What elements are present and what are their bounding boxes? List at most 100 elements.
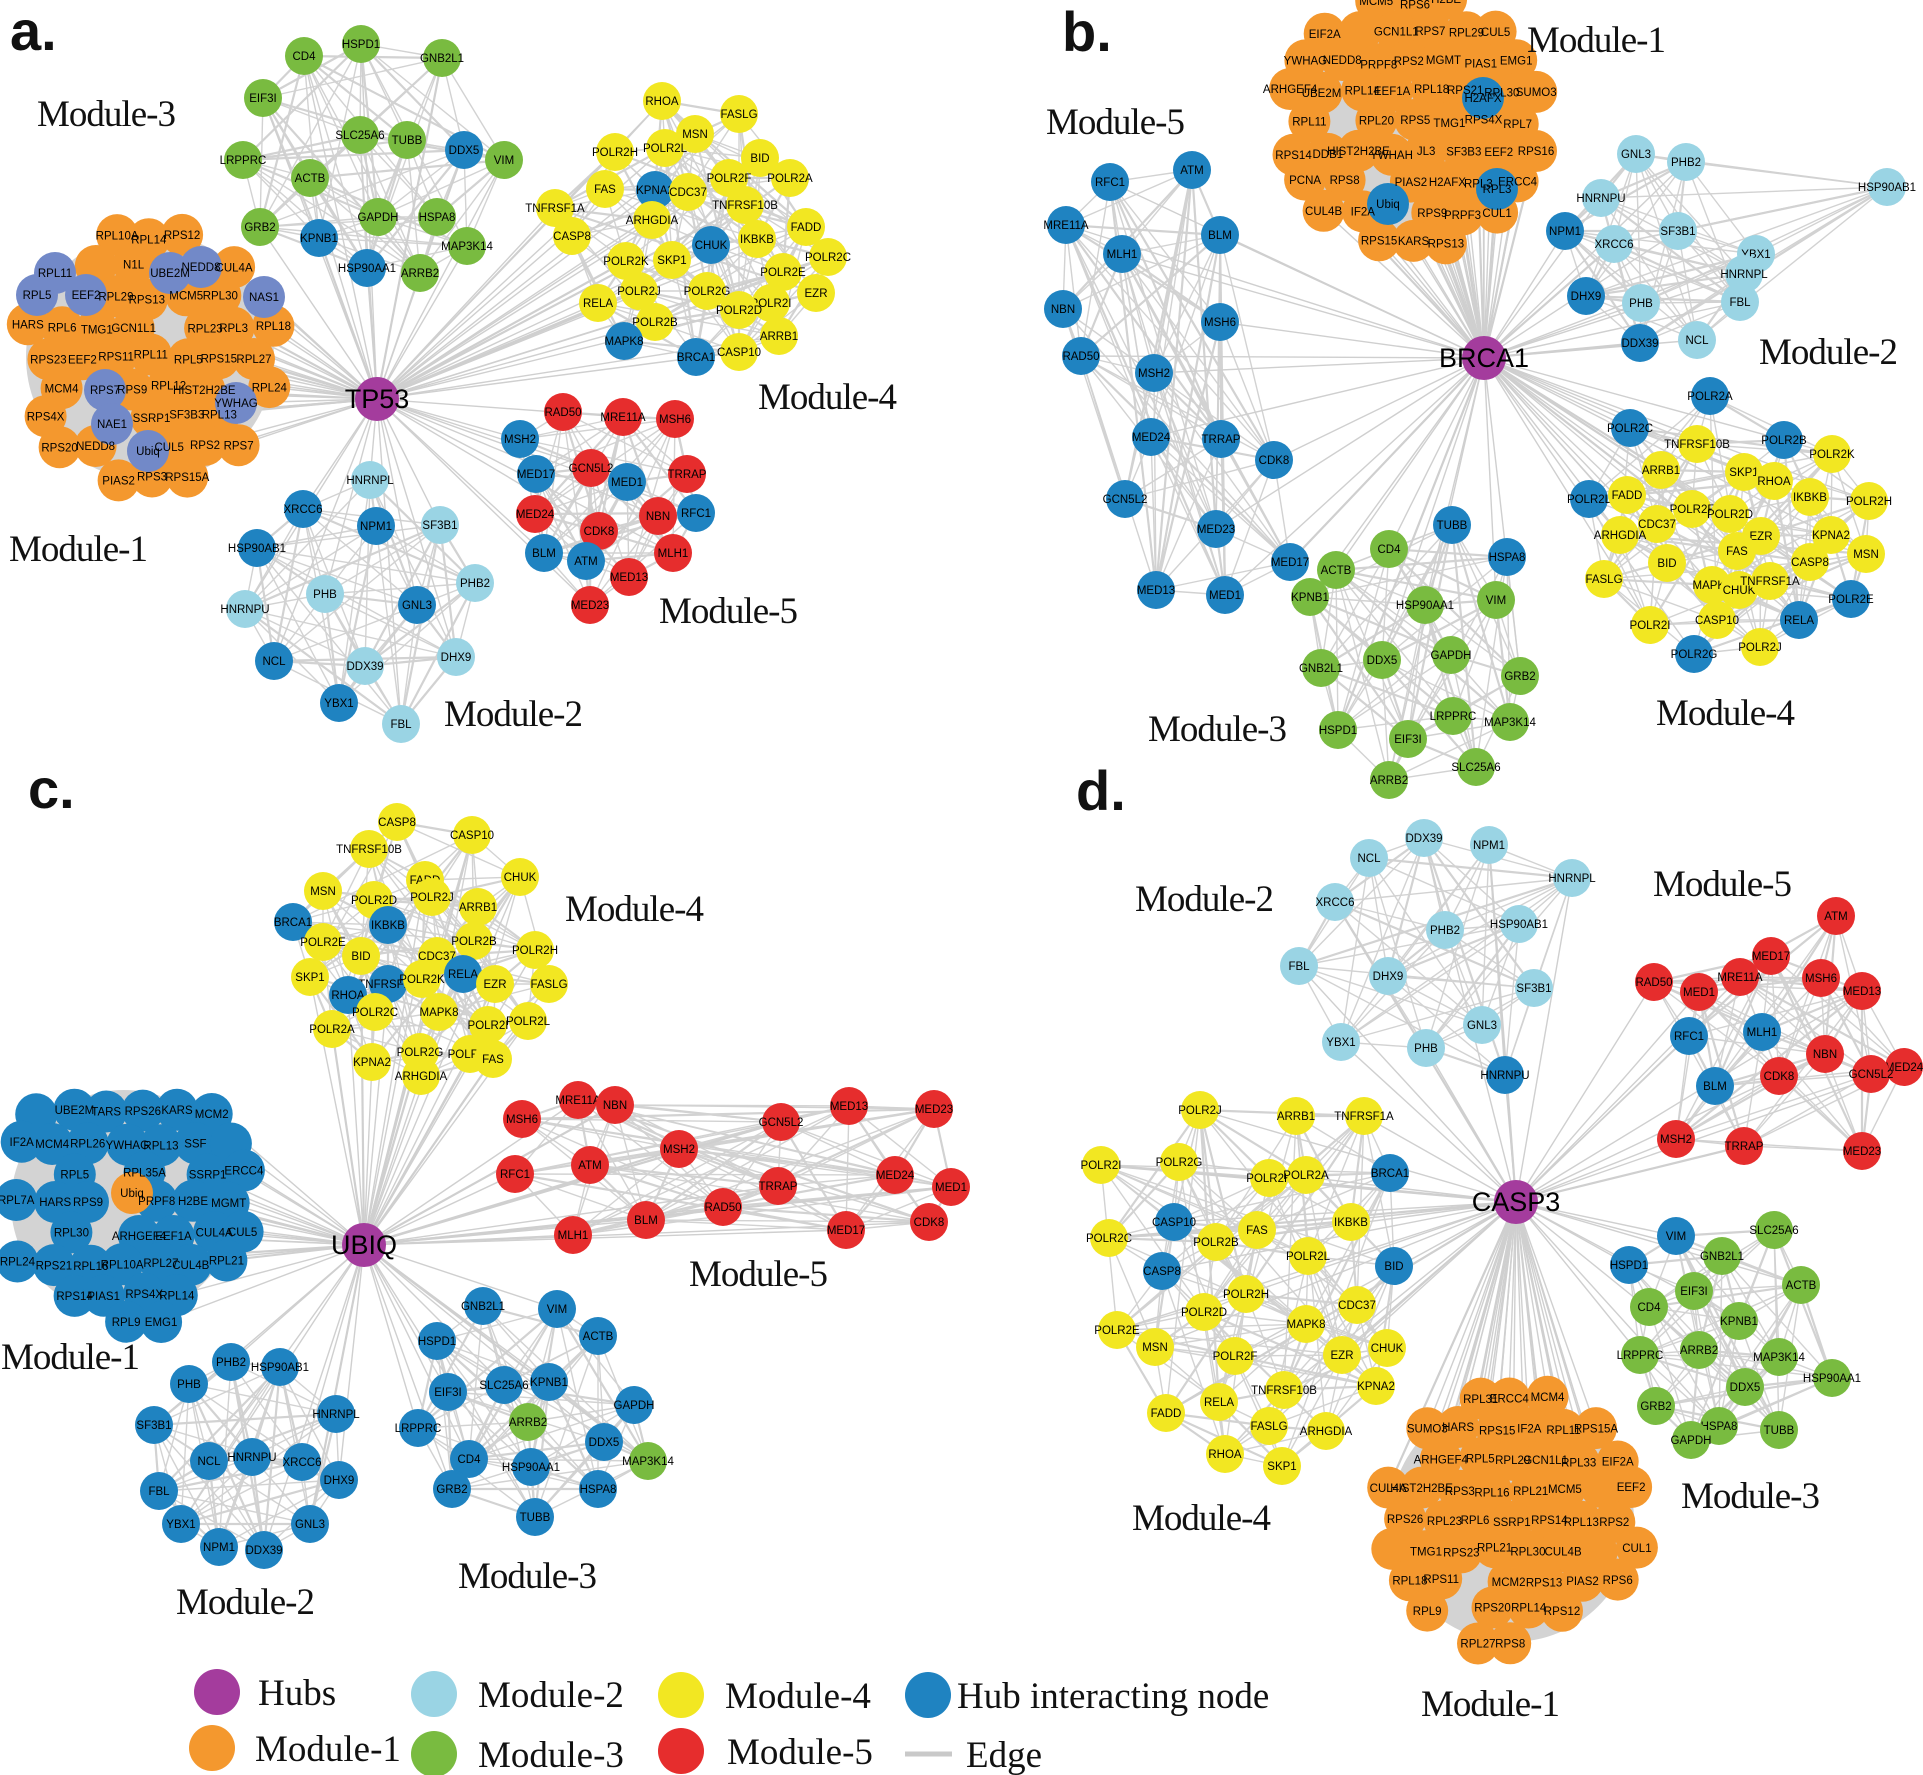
svg-text:MGMT: MGMT <box>1426 55 1461 67</box>
svg-text:DHX9: DHX9 <box>1571 291 1602 303</box>
svg-text:EIF3I: EIF3I <box>434 1387 461 1399</box>
svg-text:SLC25A6: SLC25A6 <box>1451 762 1500 774</box>
svg-text:DDX39: DDX39 <box>346 661 383 673</box>
svg-text:RELA: RELA <box>583 298 613 310</box>
svg-text:RPS11: RPS11 <box>98 352 134 364</box>
svg-text:FADD: FADD <box>1612 490 1643 502</box>
svg-text:RPL29: RPL29 <box>1495 1455 1530 1467</box>
svg-text:PHB2: PHB2 <box>460 578 490 590</box>
svg-text:Ubiq: Ubiq <box>136 446 160 458</box>
svg-text:RELA: RELA <box>1204 1397 1234 1409</box>
svg-text:NEDD8: NEDD8 <box>1323 55 1362 67</box>
svg-text:GAPDH: GAPDH <box>358 212 399 224</box>
svg-text:Module-5: Module-5 <box>689 1254 827 1295</box>
svg-text:MLH1: MLH1 <box>1747 1027 1778 1039</box>
svg-text:TUBB: TUBB <box>520 1512 551 1524</box>
svg-text:PIAS2: PIAS2 <box>1395 177 1428 189</box>
svg-text:CASP8: CASP8 <box>1791 557 1829 569</box>
svg-text:MAPK8: MAPK8 <box>420 1007 459 1019</box>
svg-text:CASP10: CASP10 <box>450 830 494 842</box>
svg-text:EEF1A: EEF1A <box>1374 86 1411 98</box>
svg-text:NCL: NCL <box>262 656 286 668</box>
svg-text:MSN: MSN <box>682 129 708 141</box>
svg-text:HSPA8: HSPA8 <box>580 1484 617 1496</box>
svg-text:RHOA: RHOA <box>331 990 365 1002</box>
svg-text:RPS12: RPS12 <box>1544 1606 1580 1618</box>
svg-text:TNFRSF10B: TNFRSF10B <box>712 200 778 212</box>
svg-text:EEF2: EEF2 <box>68 354 97 366</box>
svg-text:DHX9: DHX9 <box>1373 971 1404 983</box>
svg-text:RPS9: RPS9 <box>1417 208 1447 220</box>
svg-text:RPS5: RPS5 <box>1400 115 1430 127</box>
svg-text:MCM5: MCM5 <box>1548 1484 1582 1496</box>
svg-text:HSPD1: HSPD1 <box>418 1336 456 1348</box>
svg-text:VIM: VIM <box>494 155 514 167</box>
svg-text:POLR2E: POLR2E <box>760 267 806 279</box>
svg-text:ARRB2: ARRB2 <box>509 1417 547 1429</box>
svg-text:RPS4X: RPS4X <box>125 1289 163 1301</box>
svg-text:RPL27: RPL27 <box>236 354 271 366</box>
svg-text:YBX1: YBX1 <box>324 698 353 710</box>
svg-text:MLH1: MLH1 <box>558 1230 589 1242</box>
svg-text:RPL21: RPL21 <box>209 1256 244 1268</box>
svg-text:MED24: MED24 <box>1132 432 1171 444</box>
svg-text:IKBKB: IKBKB <box>1793 492 1827 504</box>
svg-text:YBX1: YBX1 <box>166 1519 195 1531</box>
svg-text:MAP3K14: MAP3K14 <box>1753 1352 1805 1364</box>
svg-text:Module-2: Module-2 <box>1759 332 1897 373</box>
svg-text:TUBB: TUBB <box>1764 1425 1795 1437</box>
svg-text:HSPA8: HSPA8 <box>1701 1421 1738 1433</box>
svg-text:HSP90AA1: HSP90AA1 <box>1396 600 1454 612</box>
svg-text:GCN1L1: GCN1L1 <box>1374 27 1419 39</box>
svg-text:LRPPRC: LRPPRC <box>395 1423 442 1435</box>
svg-text:DDX39: DDX39 <box>1405 833 1442 845</box>
svg-text:RPL29: RPL29 <box>1449 27 1484 39</box>
svg-text:YWHAH: YWHAH <box>1370 150 1413 162</box>
svg-text:DHX9: DHX9 <box>324 1475 355 1487</box>
svg-text:FAS: FAS <box>1246 1225 1268 1237</box>
svg-text:TARS: TARS <box>91 1107 121 1119</box>
svg-text:DDX5: DDX5 <box>1367 655 1398 667</box>
svg-text:Module-5: Module-5 <box>1653 864 1791 905</box>
svg-text:TRRAP: TRRAP <box>668 469 707 481</box>
svg-text:MCM4: MCM4 <box>45 383 79 395</box>
svg-text:RPS7: RPS7 <box>90 385 120 397</box>
svg-text:EIF3I: EIF3I <box>1680 1286 1707 1298</box>
svg-text:c.: c. <box>28 757 75 820</box>
svg-text:GAPDH: GAPDH <box>614 1400 655 1412</box>
svg-text:LRPPRC: LRPPRC <box>1430 711 1477 723</box>
svg-text:H2AFX: H2AFX <box>1429 177 1466 189</box>
svg-text:RPS9: RPS9 <box>117 385 147 397</box>
svg-text:ARHGDIA: ARHGDIA <box>395 1071 448 1083</box>
svg-text:GNL3: GNL3 <box>1621 149 1651 161</box>
svg-text:a.: a. <box>10 0 57 62</box>
svg-text:FASLG: FASLG <box>1585 574 1622 586</box>
svg-text:RHOA: RHOA <box>645 96 679 108</box>
svg-text:MSN: MSN <box>1142 1342 1168 1354</box>
svg-text:GCN1L1: GCN1L1 <box>1523 1455 1568 1467</box>
svg-text:BLM: BLM <box>1703 1081 1727 1093</box>
svg-text:MED13: MED13 <box>1843 986 1881 998</box>
svg-text:MCM2: MCM2 <box>1492 1577 1526 1589</box>
svg-text:KPNA2: KPNA2 <box>1812 530 1850 542</box>
svg-text:TNFRSF1A: TNFRSF1A <box>358 979 418 991</box>
svg-text:RPS3: RPS3 <box>137 472 167 484</box>
svg-text:CDC37: CDC37 <box>418 951 456 963</box>
svg-text:Ubiq: Ubiq <box>1376 199 1400 211</box>
svg-text:CASP10: CASP10 <box>1695 615 1739 627</box>
svg-text:PHB: PHB <box>1629 298 1653 310</box>
svg-text:RPL23: RPL23 <box>1427 1516 1462 1528</box>
svg-text:GNB2L1: GNB2L1 <box>461 1301 505 1313</box>
svg-text:POLR2D: POLR2D <box>351 895 397 907</box>
svg-text:ATM: ATM <box>578 1160 601 1172</box>
svg-text:TP53: TP53 <box>345 384 410 414</box>
svg-text:ARRB2: ARRB2 <box>1680 1345 1718 1357</box>
svg-text:HSP90AA1: HSP90AA1 <box>502 1462 560 1474</box>
svg-text:GNL3: GNL3 <box>1467 1020 1497 1032</box>
svg-text:Module-1: Module-1 <box>1527 20 1665 61</box>
svg-text:Module-3: Module-3 <box>458 1556 596 1597</box>
svg-text:CD4: CD4 <box>1377 544 1401 556</box>
svg-text:RPS21: RPS21 <box>1447 85 1483 97</box>
svg-text:RELA: RELA <box>1784 615 1814 627</box>
svg-text:HNRNPL: HNRNPL <box>1720 269 1768 281</box>
